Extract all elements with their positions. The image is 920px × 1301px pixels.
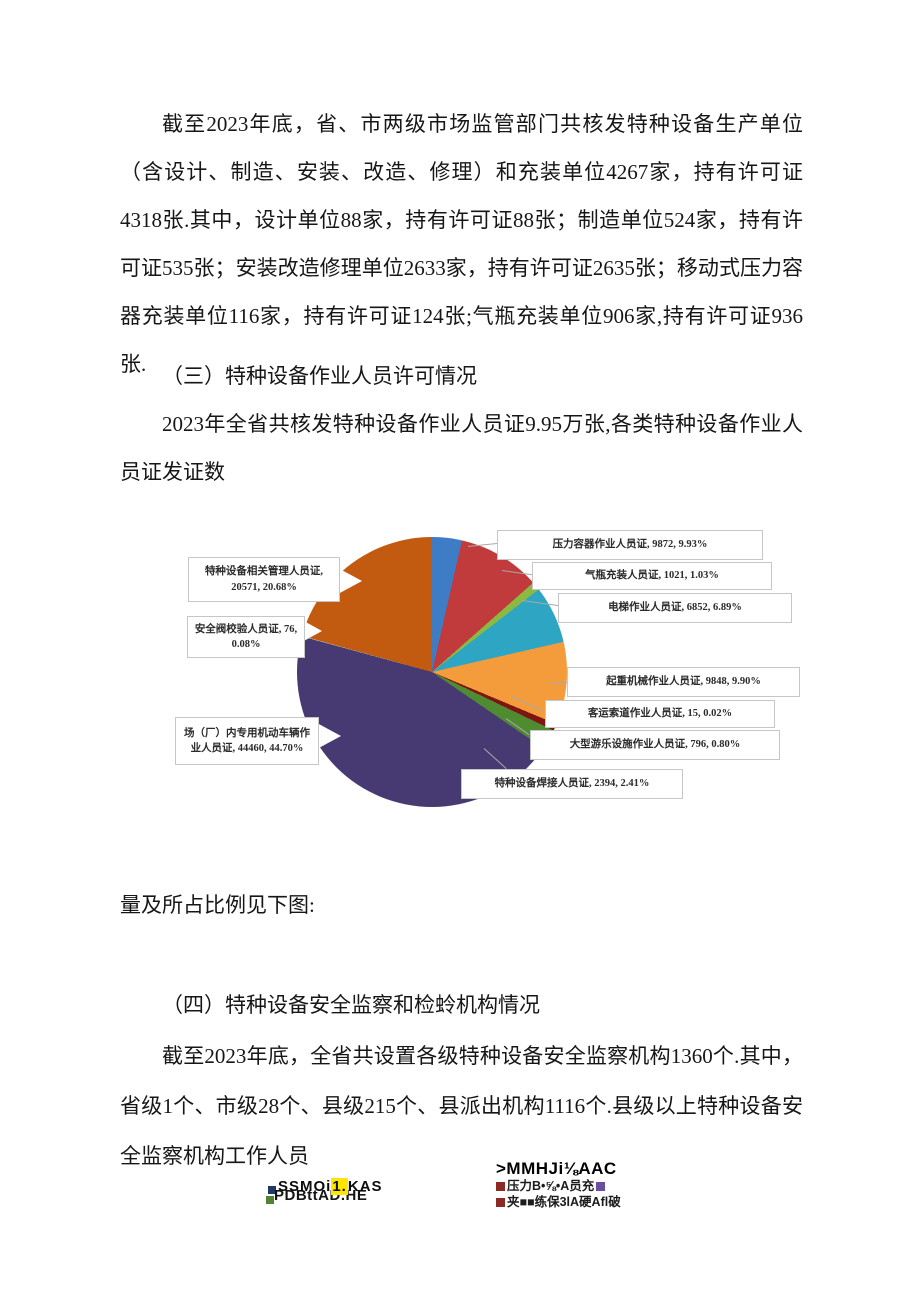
footer-stamp-left: SSMOi1.KAS PDBttAD.HE bbox=[266, 1178, 386, 1214]
footer-stamp-right: >MMHJi⅛AAC 压力B•⅝•A员充 夹■■练保3lA硬Afl破 bbox=[496, 1159, 686, 1217]
pie-label-crane: 起重机械作业人员证, 9848, 9.90% bbox=[567, 667, 800, 697]
stamp-right-line3: 夹■■练保3lA硬Afl破 bbox=[496, 1194, 686, 1210]
stamp-right-line2: 压力B•⅝•A员充 bbox=[496, 1178, 686, 1194]
section-heading-4: （四）特种设备安全监察和检蛉机构情况 bbox=[162, 993, 540, 1017]
pie-chart-figure: 压力容器作业人员证, 9872, 9.93% 气瓶充装人员证, 1021, 1.… bbox=[150, 520, 800, 835]
green-square-icon bbox=[266, 1196, 274, 1204]
yellow-highlight: 1. bbox=[331, 1178, 348, 1195]
pie-label-welding: 特种设备焊接人员证, 2394, 2.41% bbox=[461, 769, 683, 799]
pie-label-factory-vehicle: 场（厂）内专用机动车辆作业人员证, 44460, 44.70% bbox=[175, 717, 319, 765]
callout-notch bbox=[338, 568, 362, 594]
paragraph-supervision-agencies: 截至2023年底，全省共设置各级特种设备安全监察机构1360个.其中，省级1个、… bbox=[120, 1044, 803, 1168]
paragraph-production-units: 截至2023年底，省、市两级市场监管部门共核发特种设备生产单位（含设计、制造、安… bbox=[120, 112, 803, 376]
chart-caption: 量及所占比例见下图: bbox=[120, 893, 315, 917]
pie-label-elevator: 电梯作业人员证, 6852, 6.89% bbox=[558, 593, 792, 623]
darkred-square-icon bbox=[496, 1181, 505, 1191]
pie-label-ropeway: 客运索道作业人员证, 15, 0.02% bbox=[545, 700, 775, 728]
callout-notch bbox=[302, 620, 322, 642]
stamp-left-text-top: SSMOi1.KAS bbox=[278, 1178, 383, 1195]
callout-notch bbox=[317, 723, 341, 749]
section-heading-3: （三）特种设备作业人员许可情况 bbox=[162, 364, 477, 388]
darkred-square-icon bbox=[496, 1197, 505, 1207]
pie-label-amusement: 大型游乐设施作业人员证, 796, 0.80% bbox=[530, 730, 780, 760]
navy-square-icon bbox=[268, 1186, 276, 1194]
stamp-right-line1: >MMHJi⅛AAC bbox=[496, 1159, 617, 1178]
pie-label-safety-valve: 安全阀校验人员证, 76, 0.08% bbox=[187, 616, 305, 658]
leader-line bbox=[550, 682, 568, 683]
purple-square-icon bbox=[596, 1181, 606, 1191]
pie-label-pressure-vessel: 压力容器作业人员证, 9872, 9.93% bbox=[497, 530, 763, 560]
paragraph-operator-certs: 2023年全省共核发特种设备作业人员证9.95万张,各类特种设备作业人员证发证数 bbox=[120, 412, 803, 484]
pie-label-gas-cylinder: 气瓶充装人员证, 1021, 1.03% bbox=[532, 562, 772, 590]
pie-label-management: 特种设备相关管理人员证, 20571, 20.68% bbox=[188, 557, 340, 602]
